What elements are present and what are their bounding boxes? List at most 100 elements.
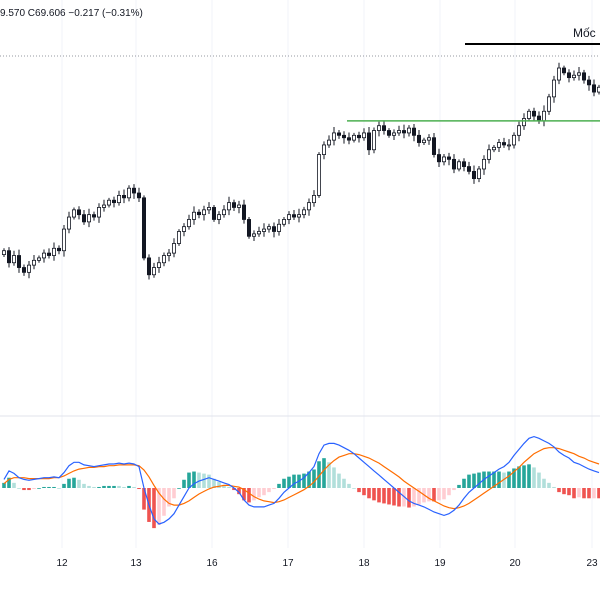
- candle-body: [156, 262, 161, 268]
- candle: [206, 202, 211, 214]
- candle-body: [77, 209, 82, 216]
- candle-body: [486, 149, 491, 160]
- candle-body: [476, 168, 481, 179]
- candle-body: [181, 226, 186, 232]
- candle: [67, 211, 72, 234]
- candle: [226, 196, 231, 216]
- candle: [271, 222, 276, 238]
- candle-body: [396, 130, 401, 134]
- macd-histogram-bar: [442, 488, 446, 500]
- candle: [441, 153, 446, 166]
- macd-histogram-bar: [487, 471, 491, 488]
- candle-body: [321, 144, 326, 155]
- candle-body: [97, 207, 102, 218]
- x-tick-label: 17: [282, 558, 294, 569]
- x-tick-label: 12: [56, 558, 68, 569]
- candle-body: [82, 214, 87, 223]
- candle: [481, 155, 486, 175]
- candle: [32, 255, 37, 270]
- candle-body: [341, 134, 346, 139]
- macd-histogram-bar: [397, 488, 401, 507]
- candle: [431, 133, 436, 158]
- candle-body: [296, 214, 301, 218]
- candle-body: [226, 202, 231, 211]
- macd-histogram-bar: [587, 488, 591, 499]
- candle: [396, 125, 401, 136]
- candle-body: [597, 86, 600, 93]
- candle: [426, 134, 431, 145]
- macd-histogram-bar: [372, 488, 376, 501]
- candle-body: [72, 209, 77, 218]
- candle: [87, 208, 92, 228]
- macd-histogram-bar: [462, 478, 466, 488]
- macd-histogram-bar: [117, 485, 121, 488]
- x-tick-label: 16: [206, 558, 218, 569]
- candle: [77, 206, 82, 220]
- macd-histogram-bar: [562, 488, 566, 495]
- macd-histogram-bar: [457, 484, 461, 488]
- candle: [141, 195, 146, 261]
- macd-histogram-bar: [287, 476, 291, 488]
- candle: [577, 66, 582, 81]
- macd-histogram-bar: [57, 488, 61, 489]
- candle-body: [301, 209, 306, 216]
- candle: [336, 129, 341, 139]
- candle: [107, 197, 112, 208]
- candle: [456, 159, 461, 172]
- candle: [466, 161, 471, 175]
- candle-body: [171, 243, 176, 254]
- candle-body: [52, 247, 57, 256]
- x-tick-label: 23: [586, 558, 598, 569]
- candle-body: [592, 84, 597, 93]
- macd-histogram-bar: [407, 488, 411, 508]
- candle-body: [221, 209, 226, 216]
- macd-histogram-bar: [142, 488, 146, 510]
- candle: [156, 256, 161, 273]
- macd-histogram-bar: [567, 488, 571, 496]
- macd-histogram-bar: [157, 488, 161, 526]
- candle: [16, 249, 21, 273]
- candle: [151, 262, 156, 278]
- candle: [216, 211, 221, 225]
- macd-histogram-bar: [217, 481, 221, 488]
- candle: [341, 131, 346, 144]
- candle-body: [512, 134, 517, 146]
- macd-histogram-bar: [252, 488, 256, 501]
- macd-histogram-bar: [62, 483, 66, 488]
- macd-histogram-bar: [257, 488, 261, 498]
- macd-histogram-bar: [232, 488, 236, 491]
- candle: [471, 165, 476, 184]
- macd-histogram-bar: [417, 488, 421, 505]
- macd-histogram-bar: [597, 488, 600, 499]
- x-tick-label: 18: [358, 558, 370, 569]
- macd-histogram-bar: [277, 483, 281, 488]
- candle-body: [471, 170, 476, 179]
- candle-body: [381, 125, 386, 131]
- candle: [72, 207, 77, 220]
- macd-histogram-bar: [152, 488, 156, 529]
- candle-body: [281, 219, 286, 225]
- macd-histogram-bar: [77, 479, 81, 488]
- candle: [582, 69, 587, 84]
- macd-histogram-bar: [582, 488, 586, 499]
- candle-body: [361, 132, 366, 139]
- macd-histogram-bar: [472, 473, 476, 488]
- candle-body: [306, 202, 311, 211]
- candle-body: [231, 202, 236, 208]
- candle-body: [421, 139, 426, 143]
- candle: [131, 184, 136, 199]
- macd-histogram-bar: [122, 486, 126, 488]
- macd-histogram-bar: [322, 458, 326, 488]
- candle: [261, 223, 266, 237]
- candle-body: [47, 252, 52, 256]
- candle: [401, 124, 406, 139]
- candle-body: [311, 195, 316, 204]
- candle-body: [557, 67, 562, 81]
- candle-body: [271, 226, 276, 232]
- candle-body: [446, 156, 451, 160]
- candle: [97, 203, 102, 223]
- candle-body: [527, 110, 532, 119]
- candle-body: [517, 125, 522, 136]
- candle: [166, 248, 171, 262]
